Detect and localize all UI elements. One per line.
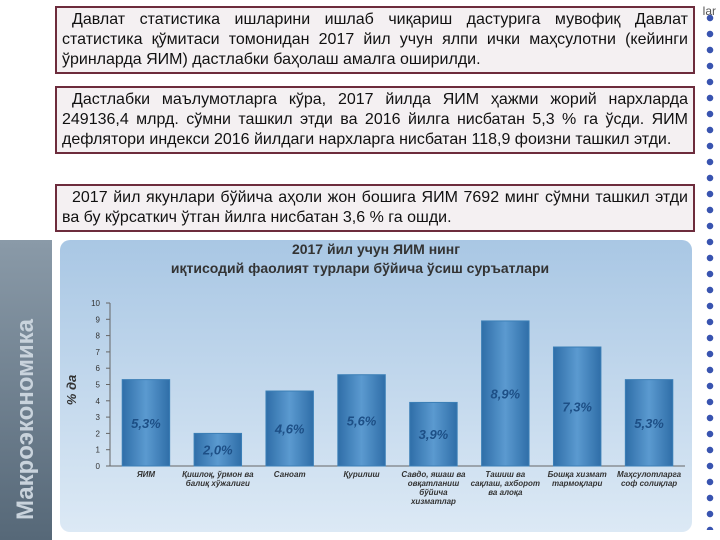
- y-tick-label: 6: [96, 364, 101, 373]
- x-tick-label: ЯИМ: [136, 470, 156, 479]
- x-tick-label-box: Маҳсулотларга соф солиқлар: [616, 470, 682, 488]
- x-tick-label-box: Қишлоқ, ўрмон ва балиқ хўжалиги: [182, 470, 254, 488]
- paragraph: 2017 йил якунлари бўйича аҳоли жон бошиг…: [55, 184, 695, 232]
- y-tick-label: 1: [96, 446, 101, 455]
- x-tick-label-box: ЯИМ: [136, 470, 156, 479]
- value-label: 7,3%: [562, 400, 592, 415]
- bar: [193, 432, 243, 467]
- chart: 2017 йил учун ЯИМ нинг иқтисодий фаолият…: [60, 240, 692, 532]
- value-label: 5,6%: [347, 413, 377, 428]
- y-tick-label: 10: [91, 299, 100, 308]
- side-label: Макроэкономика: [12, 319, 39, 520]
- value-label: 3,9%: [419, 427, 449, 442]
- x-tick-label: Қурилиш: [343, 470, 380, 479]
- bar: [552, 346, 602, 467]
- y-tick-label: 3: [96, 413, 101, 422]
- paragraph: Давлат статистика ишларини ишлаб чиқариш…: [55, 6, 695, 74]
- x-tick-label: Саноат: [273, 470, 306, 479]
- chart-title: 2017 йил учун ЯИМ нинг: [292, 241, 460, 257]
- bar: [624, 379, 674, 467]
- y-tick-label: 7: [96, 348, 101, 357]
- x-tick-label: Бошқа хизмат тармоқлари: [547, 470, 607, 488]
- value-label: 5,3%: [634, 416, 664, 431]
- y-axis-label: % да: [64, 375, 79, 405]
- x-tick-label: Маҳсулотларга соф солиқлар: [616, 470, 682, 488]
- chart-subtitle: иқтисодий фаолият турлари бўйича ўсиш су…: [171, 260, 549, 276]
- y-tick-label: 2: [96, 429, 101, 438]
- value-label: 2,0%: [202, 443, 233, 458]
- x-tick-label: Савдо, яшаш ва овқатланиш бўйича хизматл…: [401, 470, 466, 506]
- x-tick-label-box: Бошқа хизмат тармоқлари: [547, 470, 607, 488]
- x-tick-label-box: Қурилиш: [343, 470, 380, 479]
- x-tick-label: Қишлоқ, ўрмон ва балиқ хўжалиги: [182, 470, 254, 488]
- value-label: 4,6%: [274, 422, 305, 437]
- x-tick-label-box: Савдо, яшаш ва овқатланиш бўйича хизматл…: [401, 470, 466, 506]
- dot-column: [706, 10, 714, 530]
- side-strip: Макроэкономика: [0, 240, 52, 540]
- value-label: 5,3%: [131, 416, 161, 431]
- y-tick-label: 5: [96, 381, 101, 390]
- bar: [409, 401, 458, 467]
- bar: [337, 374, 386, 467]
- y-tick-label: 8: [96, 332, 101, 341]
- x-tick-label-box: Ташиш ва сақлаш, ахборот ва алоқа: [470, 470, 541, 497]
- y-tick-label: 9: [96, 315, 101, 324]
- x-tick-label-box: Саноат: [273, 470, 306, 479]
- bar: [481, 320, 530, 467]
- bar: [265, 390, 314, 467]
- y-tick-label: 0: [96, 462, 101, 471]
- x-tick-label: Ташиш ва сақлаш, ахборот ва алоқа: [470, 470, 541, 497]
- paragraph: Дастлабки маълумотларга кўра, 2017 йилда…: [55, 86, 695, 154]
- y-tick-label: 4: [96, 397, 101, 406]
- bar: [121, 379, 171, 467]
- value-label: 8,9%: [490, 386, 520, 401]
